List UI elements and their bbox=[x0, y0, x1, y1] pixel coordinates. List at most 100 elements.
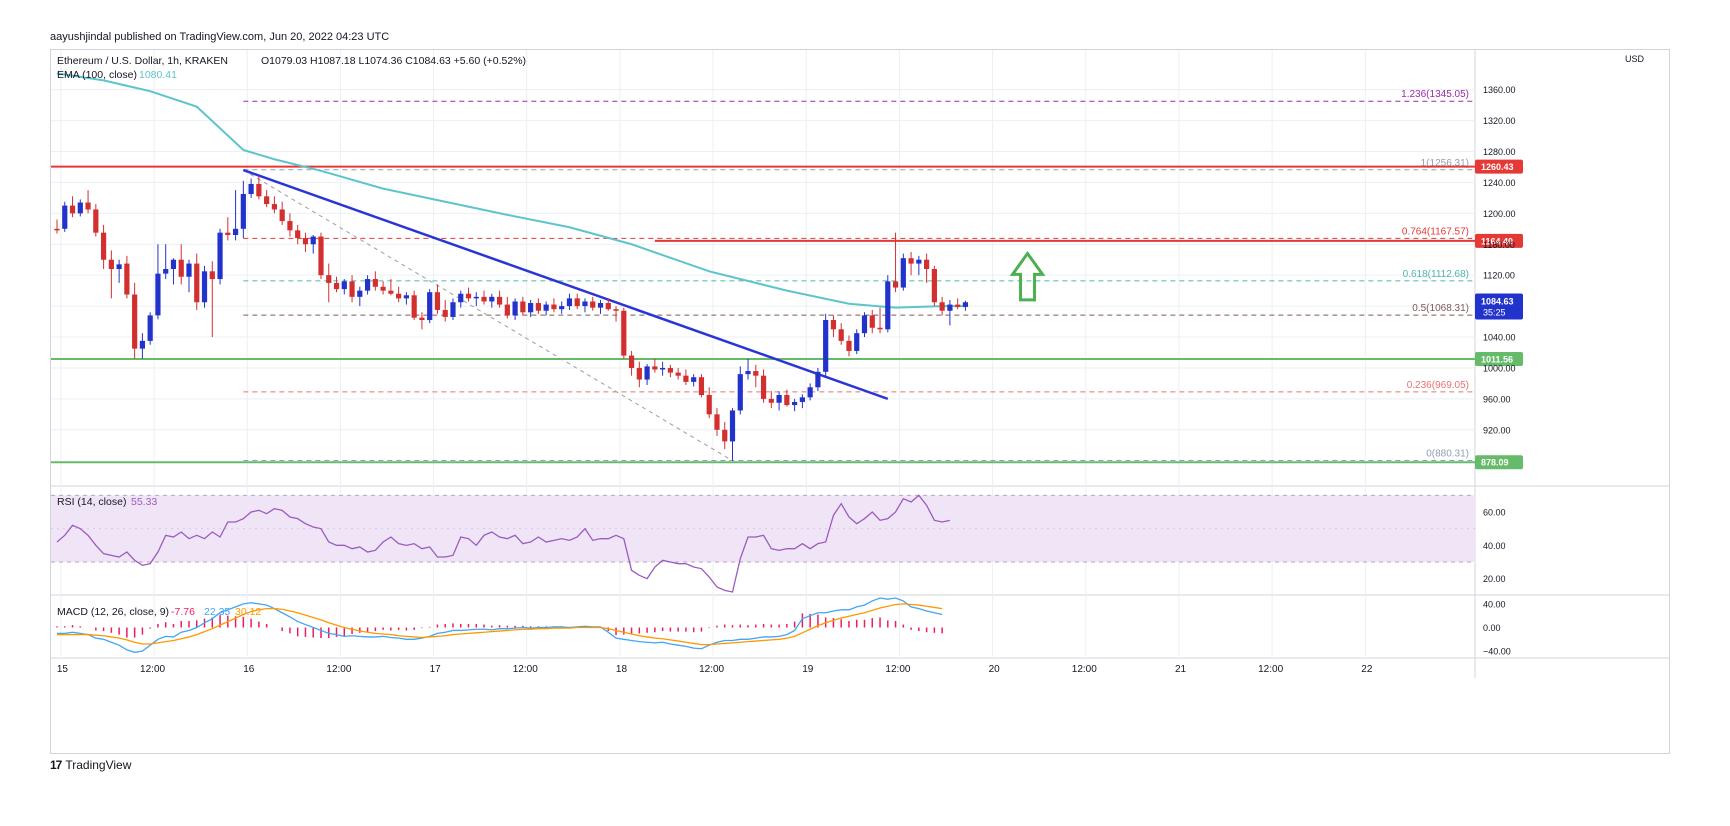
tradingview-brand-text: TradingView bbox=[65, 758, 132, 772]
macd-tick-label: 0.00 bbox=[1483, 623, 1501, 633]
fib-level-label: 0(880.31) bbox=[1426, 448, 1469, 459]
bear-candle bbox=[388, 290, 394, 294]
fib-level-label: 0.5(1068.31) bbox=[1412, 303, 1469, 314]
bear-candle bbox=[535, 303, 541, 311]
last-price-tag bbox=[1475, 293, 1523, 320]
bear-candle bbox=[372, 279, 378, 287]
bear-candle bbox=[85, 202, 91, 210]
bull-candle bbox=[512, 301, 518, 316]
ema-line bbox=[56, 72, 966, 309]
bull-candle bbox=[854, 333, 860, 351]
rsi-band bbox=[51, 494, 1475, 563]
bull-candle bbox=[737, 374, 743, 411]
time-tick-label: 12:00 bbox=[326, 664, 351, 675]
bull-candle bbox=[458, 293, 464, 303]
bear-candle bbox=[411, 295, 417, 318]
countdown-label: 35:25 bbox=[1483, 308, 1506, 318]
bear-candle bbox=[590, 301, 596, 308]
bull-candle bbox=[155, 273, 161, 316]
chart-canvas[interactable]: 1.236(1345.05) 1(1256.31) 0.764(1167.57) 0.… bbox=[51, 50, 1669, 753]
bear-candle bbox=[318, 236, 324, 276]
ema-100-line bbox=[56, 72, 966, 309]
price-tag-label: 878.09 bbox=[1481, 458, 1509, 468]
fib-levels: 1.236(1345.05) 1(1256.31) 0.764(1167.57) 0.… bbox=[243, 89, 1475, 461]
bull-candle bbox=[660, 367, 666, 370]
bull-candle bbox=[729, 410, 736, 442]
bull-candle bbox=[597, 303, 604, 308]
bear-candle bbox=[481, 296, 487, 302]
price-axis: 920.00960.001000.001040.001080.001120.00… bbox=[1475, 85, 1523, 657]
bull-candle bbox=[823, 320, 829, 372]
bear-candle bbox=[256, 183, 262, 197]
bear-candle bbox=[667, 367, 673, 373]
rsi-tick-label: 40.00 bbox=[1483, 541, 1506, 551]
price-tag bbox=[1475, 159, 1523, 174]
bear-candle bbox=[760, 375, 767, 399]
bear-candle bbox=[846, 340, 852, 351]
bear-candle bbox=[706, 395, 712, 415]
time-tick-label: 20 bbox=[989, 664, 1001, 675]
chart-frame[interactable]: 1.236(1345.05) 1(1256.31) 0.764(1167.57) 0.… bbox=[50, 49, 1670, 754]
bear-candle bbox=[132, 294, 138, 349]
rsi-line bbox=[56, 494, 951, 593]
bull-candle bbox=[916, 259, 922, 264]
bear-candle bbox=[302, 238, 309, 245]
bull-candle bbox=[217, 232, 223, 280]
bullish-arrow-icon bbox=[1009, 250, 1046, 302]
bear-candle bbox=[520, 301, 526, 313]
time-tick-label: 12:00 bbox=[1072, 664, 1097, 675]
bear-candle bbox=[636, 367, 642, 380]
price-tag bbox=[1475, 233, 1523, 248]
macd-tick-label: −40.00 bbox=[1483, 647, 1511, 657]
bear-candle bbox=[225, 232, 231, 235]
currency-label: USD bbox=[1625, 54, 1645, 64]
time-tick-label: 12:00 bbox=[699, 664, 724, 675]
bear-candle bbox=[194, 263, 200, 303]
tradingview-logo[interactable]: 17 TradingView bbox=[50, 758, 131, 772]
bull-candle bbox=[139, 340, 146, 349]
bear-candle bbox=[69, 205, 76, 214]
price-tick-label: 1200.00 bbox=[1483, 209, 1516, 219]
time-axis: 15 12:00 16 12:00 17 12:00 18 12:00 19 12:00 20 12:… bbox=[57, 664, 1373, 675]
bull-candle bbox=[807, 387, 813, 398]
bull-candle bbox=[147, 315, 153, 341]
rsi-tick-label: 20.00 bbox=[1483, 574, 1506, 584]
bear-candle bbox=[652, 366, 658, 370]
macd-legend-signal: 30.12 bbox=[235, 606, 261, 618]
bear-candle bbox=[380, 286, 386, 291]
price-tick-label: 1240.00 bbox=[1483, 178, 1516, 188]
bear-candle bbox=[939, 302, 945, 311]
bull-candle bbox=[566, 298, 573, 307]
horizontal-levels: 1260.43 1164.40 1011.56 878.09 bbox=[51, 159, 1523, 470]
bull-candle bbox=[962, 302, 969, 307]
candles bbox=[54, 176, 969, 461]
bull-candle bbox=[62, 205, 68, 229]
bull-candle bbox=[900, 258, 906, 288]
bear-candle bbox=[621, 310, 627, 356]
bear-candle bbox=[683, 375, 689, 382]
rsi-tick-label: 60.00 bbox=[1483, 508, 1506, 518]
price-tick-label: 1040.00 bbox=[1483, 333, 1516, 343]
price-tag-label: 1164.40 bbox=[1481, 236, 1513, 246]
bull-candle bbox=[528, 303, 534, 313]
fib-level-label: 0.764(1167.57) bbox=[1402, 226, 1469, 237]
bear-candle bbox=[784, 395, 790, 406]
fib-connector-line bbox=[243, 169, 733, 462]
price-tick-label: 920.00 bbox=[1483, 425, 1511, 435]
time-tick-label: 12:00 bbox=[885, 664, 910, 675]
bear-candle bbox=[551, 304, 557, 310]
price-tag bbox=[1475, 352, 1523, 367]
bull-candle bbox=[885, 281, 891, 330]
fib-level-label: 1.236(1345.05) bbox=[1401, 89, 1469, 100]
price-tick-label: 1000.00 bbox=[1483, 363, 1516, 373]
bear-candle bbox=[892, 281, 899, 288]
bull-candle bbox=[116, 264, 122, 269]
bear-candle bbox=[54, 228, 60, 231]
bear-candle bbox=[628, 355, 635, 368]
time-tick-label: 15 bbox=[57, 664, 69, 675]
bear-candle bbox=[924, 259, 930, 269]
price-tag-label: 1011.56 bbox=[1481, 355, 1513, 365]
bull-candle bbox=[240, 194, 246, 229]
bull-candle bbox=[815, 371, 821, 388]
macd-legend-hist: -7.76 bbox=[171, 606, 195, 618]
